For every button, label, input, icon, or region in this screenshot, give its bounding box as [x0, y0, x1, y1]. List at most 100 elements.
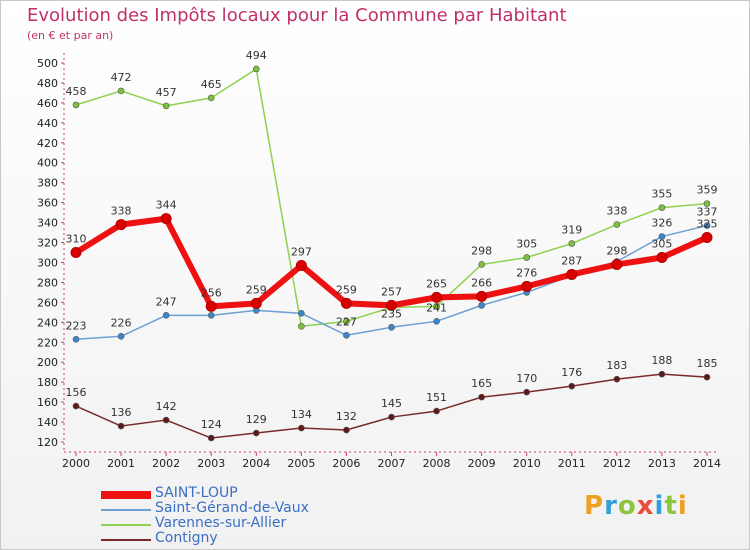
data-point-varennes-sur-allier: [433, 303, 440, 310]
y-tick-label: 400: [37, 157, 58, 170]
data-label-saint-g-rand-de-vaux: 337: [697, 206, 718, 219]
data-label-varennes-sur-allier: 458: [66, 85, 87, 98]
x-tick-label: 2010: [513, 457, 541, 470]
data-label-contigny: 156: [66, 386, 87, 399]
y-tick-label: 280: [37, 276, 58, 289]
data-label-saint-loup: 276: [516, 266, 537, 279]
data-point-contigny: [478, 393, 485, 401]
data-label-contigny: 151: [426, 391, 447, 404]
data-label-saint-g-rand-de-vaux: 241: [426, 301, 447, 314]
y-tick-label: 160: [37, 396, 58, 409]
data-label-varennes-sur-allier: 338: [606, 205, 627, 218]
data-label-varennes-sur-allier: 472: [111, 71, 132, 84]
y-tick-label: 240: [37, 316, 58, 329]
data-label-varennes-sur-allier: 298: [471, 244, 492, 257]
data-label-saint-g-rand-de-vaux: 227: [336, 315, 357, 328]
data-point-saint-loup: [611, 258, 623, 270]
x-tick-label: 2014: [693, 457, 721, 470]
data-point-varennes-sur-allier: [523, 254, 531, 261]
data-point-varennes-sur-allier: [207, 94, 215, 102]
data-point-saint-loup: [70, 247, 82, 258]
data-label-varennes-sur-allier: 494: [246, 49, 267, 62]
data-point-contigny: [162, 416, 170, 424]
x-axis: 2000 2001 2002 2003 2004 2005 2006 2007 2008 2009…: [62, 451, 721, 470]
data-point-saint-loup: [521, 280, 533, 292]
x-tick-label: 2009: [468, 457, 496, 470]
data-point-contigny: [117, 422, 125, 430]
x-tick-label: 2004: [242, 457, 270, 470]
data-label-contigny: 183: [606, 359, 627, 372]
legend-label-saint-g-rand-de-vaux: Saint-Gérand-de-Vaux: [155, 500, 309, 516]
data-label-contigny: 188: [651, 354, 672, 367]
data-label-varennes-sur-allier: 457: [156, 86, 177, 99]
data-point-saint-g-rand-de-vaux: [388, 324, 395, 331]
x-tick-label: 2005: [287, 457, 315, 470]
series-layer: [70, 65, 713, 442]
legend-swatch-contigny: [101, 539, 151, 541]
legend-label-contigny: Contigny: [155, 530, 218, 546]
data-label-saint-loup: 338: [111, 205, 132, 218]
x-tick-label: 2000: [62, 457, 90, 470]
y-tick-label: 220: [37, 336, 58, 349]
data-label-varennes-sur-allier: 319: [561, 224, 582, 237]
data-point-saint-loup: [115, 219, 127, 231]
data-point-contigny: [72, 402, 80, 410]
data-point-saint-g-rand-de-vaux: [703, 222, 711, 229]
data-label-contigny: 124: [201, 418, 222, 431]
data-label-saint-loup: 259: [246, 283, 267, 296]
y-tick-label: 460: [37, 97, 58, 110]
data-point-saint-g-rand-de-vaux: [72, 335, 80, 343]
x-tick-label: 2006: [332, 457, 360, 470]
data-label-saint-g-rand-de-vaux: 235: [381, 307, 402, 320]
data-label-contigny: 185: [697, 357, 718, 370]
data-label-saint-loup: 298: [606, 244, 627, 257]
data-point-saint-loup: [701, 232, 713, 244]
data-label-saint-loup: 344: [156, 199, 177, 212]
data-point-saint-loup: [386, 299, 397, 311]
data-label-saint-loup: 297: [291, 245, 312, 258]
x-tick-label: 2012: [603, 457, 631, 470]
data-point-saint-loup: [656, 251, 668, 263]
data-point-saint-loup: [295, 259, 307, 271]
data-label-contigny: 136: [111, 406, 132, 419]
series-saint-loup: [70, 213, 713, 312]
data-point-varennes-sur-allier: [72, 101, 80, 109]
data-label-saint-loup: 325: [697, 218, 718, 231]
data-point-saint-loup: [250, 297, 262, 309]
data-point-contigny: [343, 426, 350, 434]
y-tick-label: 200: [37, 356, 58, 369]
data-point-contigny: [252, 429, 260, 437]
y-tick-label: 120: [37, 436, 58, 449]
data-label-saint-loup: 256: [201, 286, 222, 299]
data-label-contigny: 145: [381, 397, 402, 410]
data-point-varennes-sur-allier: [658, 204, 666, 211]
legend-swatch-saint-g-rand-de-vaux: [101, 509, 151, 511]
data-label-contigny: 170: [516, 372, 537, 385]
chart-subtitle: (en € et par an): [27, 29, 114, 42]
y-tick-label: 480: [37, 77, 58, 90]
series-line-saint-g-rand-de-vaux: [75, 224, 708, 341]
data-point-varennes-sur-allier: [568, 240, 576, 247]
data-point-contigny: [703, 373, 711, 381]
data-point-varennes-sur-allier: [613, 221, 621, 228]
data-label-saint-g-rand-de-vaux: 223: [66, 319, 87, 332]
data-point-saint-g-rand-de-vaux: [117, 332, 125, 340]
data-point-varennes-sur-allier: [703, 200, 711, 207]
y-tick-label: 340: [37, 217, 58, 230]
data-point-contigny: [568, 382, 576, 390]
data-point-contigny: [613, 375, 621, 383]
y-tick-label: 500: [37, 57, 58, 70]
data-point-saint-g-rand-de-vaux: [478, 302, 485, 309]
data-point-saint-loup: [566, 268, 578, 280]
data-point-contigny: [388, 413, 395, 421]
proxiti-logo: Proxiti: [584, 491, 688, 521]
data-label-contigny: 176: [561, 366, 582, 379]
data-point-varennes-sur-allier: [162, 102, 170, 110]
y-tick-label: 140: [37, 416, 58, 429]
y-tick-label: 260: [37, 296, 58, 309]
data-label-contigny: 165: [471, 377, 492, 390]
data-point-saint-loup: [340, 297, 352, 309]
y-axis: 120 140 160 180 200 220 240 260 280 300 320 340 360 3…: [37, 53, 65, 452]
data-label-saint-loup: 310: [66, 233, 87, 246]
